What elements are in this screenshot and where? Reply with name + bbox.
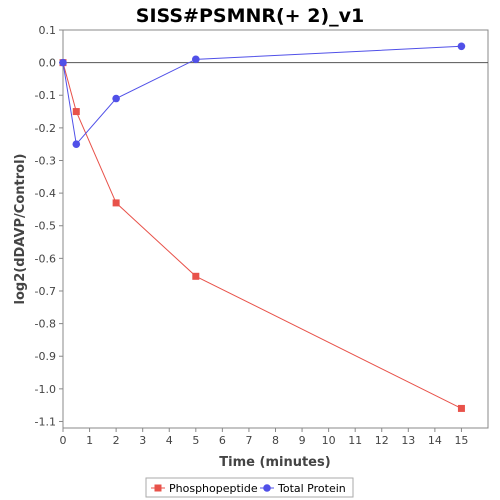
y-axis: 0.1 0.0 -0.1 -0.2 -0.3 -0.4 -0.5 -0.6 -0.7 -0.8 -0… (35, 24, 64, 428)
legend-items: Phosphopeptide Total Protein (151, 482, 346, 495)
x-axis: 0 1 2 3 4 5 6 7 8 9 10 11 12 13 14 15 (60, 427, 488, 447)
x-tick-label: 9 (299, 434, 306, 447)
chart-title: SISS#PSMNR(+ 2)_v1 (135, 5, 365, 27)
y-tick-label: -1.1 (35, 415, 56, 428)
data-point (112, 94, 120, 103)
legend-label: Phosphopeptide (169, 482, 258, 495)
x-tick-label: 7 (245, 434, 252, 447)
x-tick-label: 6 (219, 434, 226, 447)
x-tick-label: 2 (113, 434, 120, 447)
data-point (59, 58, 67, 67)
x-tick-label: 14 (428, 434, 442, 447)
y-tick-label: -0.1 (35, 89, 56, 102)
plot-area (62, 29, 489, 429)
x-tick-label: 8 (272, 434, 279, 447)
legend-item-phosphopeptide: Phosphopeptide (151, 482, 258, 495)
y-tick-label: 0.0 (39, 57, 57, 70)
x-tick-label: 12 (375, 434, 389, 447)
y-tick-label: -0.7 (35, 285, 56, 298)
x-tick-label: 13 (401, 434, 415, 447)
y-tick-label: -0.6 (35, 252, 56, 265)
data-point (112, 199, 120, 207)
x-tick-label: 15 (454, 434, 468, 447)
data-point (457, 42, 466, 51)
legend-box (145, 477, 354, 498)
y-axis-label: log2(dDAVP/Control) (13, 154, 28, 305)
data-point (192, 55, 200, 64)
x-tick-label: 0 (60, 434, 67, 447)
y-tick-label: 0.1 (39, 24, 57, 37)
x-tick-label: 5 (192, 434, 199, 447)
legend-item-total-protein: Total Protein (260, 482, 346, 495)
legend-marker (263, 484, 271, 492)
y-tick-label: -0.3 (35, 154, 56, 167)
legend-marker (154, 484, 162, 492)
y-tick-label: -0.5 (35, 220, 56, 233)
series-group (59, 42, 466, 412)
data-point (72, 108, 80, 116)
y-tick-label: -0.8 (35, 318, 56, 331)
series-total-protein (59, 42, 466, 148)
legend-label: Total Protein (277, 482, 346, 495)
data-point (192, 272, 200, 280)
x-tick-label: 1 (86, 434, 93, 447)
data-point (72, 140, 81, 148)
y-tick-label: -1.0 (35, 383, 56, 396)
data-point (457, 404, 465, 412)
y-tick-label: -0.2 (35, 122, 56, 135)
legend: Phosphopeptide Total Protein (145, 477, 354, 498)
x-axis-label: Time (minutes) (219, 455, 330, 470)
x-tick-label: 10 (322, 434, 336, 447)
y-tick-label: -0.4 (35, 187, 56, 200)
x-tick-label: 4 (166, 434, 173, 447)
y-tick-label: -0.9 (35, 350, 56, 363)
x-tick-label: 11 (348, 434, 362, 447)
x-tick-label: 3 (139, 434, 146, 447)
